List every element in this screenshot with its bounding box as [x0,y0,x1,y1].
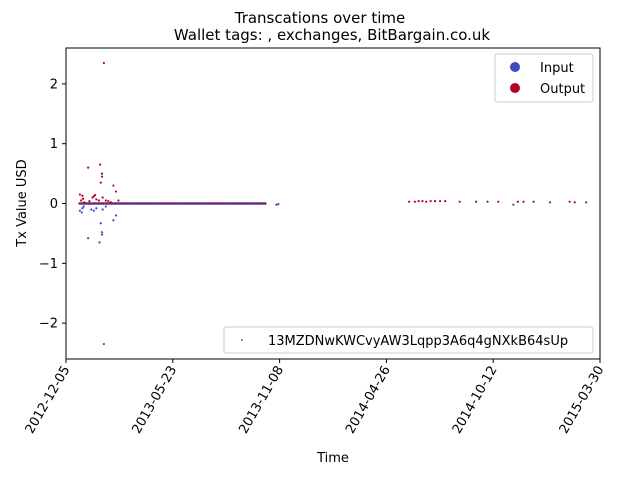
point-input-7 [95,207,98,210]
point-input-12 [101,208,104,211]
address-legend-frame [223,326,594,354]
point-output-3 [81,197,85,200]
chart-title: Transcations over time [234,9,406,27]
point-output-10 [95,198,98,201]
point-output-6 [88,200,91,203]
legend-output-label: Output [540,82,585,97]
point-output-33 [458,200,461,203]
point-input-1 [80,211,83,214]
point-output-4 [83,201,86,204]
x-tick-label: 2014-04-26 [343,364,394,437]
point-output-41 [568,200,571,203]
y-axis-ticks: −2 −1 0 1 2 [39,77,66,332]
point-output-14 [100,172,104,175]
x-tick-label: 2014-10-12 [450,364,501,437]
point-input-3 [82,205,85,208]
point-output-30 [433,200,437,203]
point-output-32 [444,200,447,203]
x-axis-label: Time [316,451,349,466]
point-output-17 [102,61,106,65]
x-tick-label: 2013-11-08 [236,364,287,437]
address-legend-marker [241,339,243,341]
point-output-9 [93,194,97,197]
point-input-19 [512,203,515,206]
point-input-8 [98,241,101,244]
point-output-35 [486,200,489,203]
point-input-9 [99,222,102,225]
point-output-0 [78,193,82,196]
x-tick-label: 2012-12-05 [23,364,74,437]
point-input-15 [112,219,115,222]
point-output-13 [99,181,102,184]
point-output-18 [104,199,107,202]
point-output-25 [413,200,416,203]
point-output-31 [439,200,442,203]
y-axis-label: Tx Value USD [15,159,30,247]
point-input-11 [100,233,104,236]
point-output-40 [548,201,552,204]
point-output-20 [109,201,112,204]
point-output-16 [101,196,104,199]
address-legend-label: 13MZDNwKWCvyAW3Lqpp3A6q4gNXkB64sUp [268,334,568,349]
point-output-42 [573,201,576,204]
y-tick-label: −1 [39,257,58,272]
point-output-27 [421,200,424,203]
point-output-26 [417,200,420,203]
y-tick-label: 1 [50,137,58,152]
legend: Input Output [494,53,594,103]
data-points [78,61,588,346]
point-output-43 [584,201,588,204]
y-tick-label: 0 [50,197,58,212]
y-tick-label: −2 [39,317,58,332]
point-input-6 [92,209,95,212]
point-output-38 [522,200,525,203]
address-legend: 13MZDNwKWCvyAW3Lqpp3A6q4gNXkB64sUp [223,326,594,354]
point-output-29 [429,200,432,203]
point-input-0 [78,209,82,212]
point-input-18 [277,202,280,206]
point-output-1 [80,199,83,202]
point-output-39 [532,200,535,203]
point-output-2 [81,194,84,197]
point-output-23 [117,199,120,202]
point-input-16 [114,214,118,217]
point-input-10 [100,231,104,234]
point-output-15 [100,175,104,178]
point-output-21 [112,184,115,187]
point-output-36 [497,200,500,203]
point-output-28 [425,200,428,203]
point-output-37 [516,200,519,203]
point-input-13 [102,342,106,346]
point-input-2 [81,207,84,210]
x-tick-label: 2013-05-23 [129,364,180,437]
point-output-11 [97,199,100,202]
point-input-14 [104,205,107,208]
point-input-17 [275,203,278,206]
x-axis-ticks: 2012-12-05 2013-05-23 2013-11-08 2014-04-26… [23,359,608,437]
point-output-19 [107,200,110,203]
point-input-4 [87,237,90,240]
y-tick-label: 2 [50,77,58,92]
legend-output-marker [510,83,520,93]
chart-subtitle: Wallet tags: , exchanges, BitBargain.co.… [174,26,490,44]
point-output-5 [87,166,90,169]
point-output-34 [475,200,478,203]
point-output-22 [114,190,118,193]
point-input-5 [90,208,93,211]
legend-input-marker [510,62,520,72]
legend-input-label: Input [540,61,574,76]
point-output-24 [408,200,411,203]
x-tick-label: 2015-03-30 [557,364,608,437]
point-output-12 [99,163,102,166]
